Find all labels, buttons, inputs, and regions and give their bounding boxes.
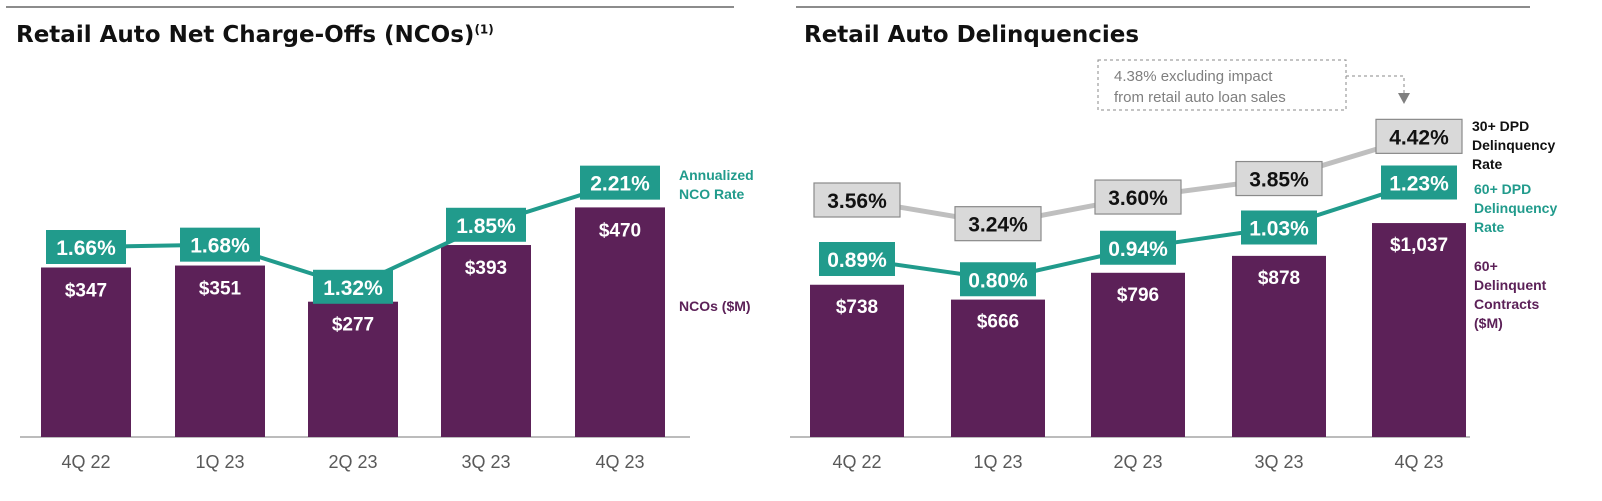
- delinquency-chart-title: Retail Auto Delinquencies: [804, 22, 1140, 48]
- legend-bars-label: 60+: [1474, 258, 1498, 274]
- top-rule: [796, 6, 1530, 8]
- dpd60-rate-label: 0.89%: [827, 249, 887, 272]
- down-arrow-icon: [1398, 93, 1410, 104]
- nco-rate-label: 1.68%: [190, 235, 250, 258]
- dpd60-rate-box: [1100, 230, 1176, 265]
- nco-chart-title: Retail Auto Net Charge-Offs (NCOs)(1): [16, 22, 494, 48]
- nco-rate-label: 1.66%: [56, 237, 116, 260]
- nco-rate-box: [446, 207, 526, 242]
- legend-rate-label: Annualized: [679, 167, 754, 183]
- x-tick-label: 4Q 23: [1394, 452, 1443, 472]
- nco-chart: $347 4Q 22 $351 1Q 23 $277 2Q 23 $393 3Q 23 $470…: [20, 165, 754, 472]
- dpd30-rate-label: 3.56%: [827, 190, 887, 213]
- annotation-box: [1097, 59, 1347, 111]
- delinquent-bar: [1232, 255, 1326, 437]
- dpd60-rate-box: [1381, 165, 1457, 200]
- x-tick-label: 2Q 23: [328, 452, 377, 472]
- top-rule: [6, 6, 734, 8]
- delinquent-bar: [951, 299, 1045, 437]
- nco-bar-label: $470: [599, 220, 641, 241]
- nco-bar-label: $393: [465, 258, 507, 279]
- dpd60-rate-box: [819, 242, 895, 276]
- x-tick-label: 1Q 23: [195, 452, 244, 472]
- nco-rate-box: [313, 269, 393, 304]
- nco-rate-label: 1.85%: [456, 215, 516, 238]
- nco-rate-box: [580, 165, 660, 200]
- delinquent-bar: [1372, 223, 1466, 437]
- legend-dpd30-label: 30+ DPD: [1472, 118, 1529, 134]
- legend-dpd60-label: 60+ DPD: [1474, 181, 1531, 197]
- dpd30-rate-box: [1375, 118, 1463, 154]
- dpd30-rate-box: [954, 206, 1042, 242]
- legend-dpd30-label: Delinquency: [1472, 137, 1555, 153]
- dpd30-rate-box: [813, 182, 901, 218]
- legend-dpd60-label: Delinquency: [1474, 200, 1557, 216]
- delinquent-bar-label: $878: [1258, 268, 1300, 289]
- dpd60-rate-label: 0.94%: [1108, 238, 1168, 261]
- nco-bar: [575, 207, 665, 437]
- dpd30-rate-label: 3.24%: [968, 214, 1028, 237]
- x-tick-label: 4Q 22: [61, 452, 110, 472]
- dpd60-rate-label: 0.80%: [968, 269, 1028, 292]
- dpd30-rate-box: [1235, 160, 1323, 197]
- nco-rate-label: 2.21%: [590, 173, 650, 196]
- nco-bar: [41, 267, 131, 437]
- dpd30-rate-label: 3.60%: [1108, 187, 1168, 210]
- x-tick-label: 2Q 23: [1113, 452, 1162, 472]
- dpd30-rate-label: 4.42%: [1389, 126, 1449, 149]
- nco-bar-label: $277: [332, 315, 374, 336]
- nco-rate-box: [46, 230, 126, 264]
- dpd60-rate-label: 1.03%: [1249, 218, 1309, 241]
- delinquency-chart: $738 4Q 22 $666 1Q 23 $796 2Q 23 $878 3Q 23 $1,0…: [790, 59, 1557, 472]
- delinquency-panel: Retail Auto Delinquencies $738 4Q 22 $666 1…: [790, 0, 1602, 501]
- delinquent-bar: [1091, 272, 1185, 437]
- delinquent-bar-label: $666: [977, 312, 1019, 333]
- dpd60-rate-box: [1241, 210, 1317, 245]
- annotation-text: from retail auto loan sales: [1114, 89, 1286, 106]
- legend-bars-label: Delinquent: [1474, 277, 1547, 293]
- x-tick-label: 1Q 23: [973, 452, 1022, 472]
- x-tick-label: 4Q 22: [832, 452, 881, 472]
- delinquent-bar-label: $738: [836, 297, 878, 318]
- nco-bar-label: $351: [199, 279, 242, 300]
- dpd60-rate-box: [960, 262, 1036, 297]
- delinquent-bar: [810, 284, 904, 437]
- annotation-connector: [1346, 75, 1405, 94]
- delinquent-bar-label: $796: [1117, 285, 1159, 306]
- x-tick-label: 4Q 23: [595, 452, 644, 472]
- nco-bar: [175, 265, 265, 437]
- annotation-text: 4.38% excluding impact: [1114, 68, 1273, 85]
- legend-rate-label: NCO Rate: [679, 186, 745, 202]
- dpd60-rate-label: 1.23%: [1389, 173, 1449, 196]
- nco-bar: [441, 245, 531, 437]
- x-tick-label: 3Q 23: [1254, 452, 1303, 472]
- nco-panel: Retail Auto Net Charge-Offs (NCOs)(1) $3…: [0, 0, 760, 501]
- legend-bars-label: Contracts: [1474, 296, 1540, 312]
- nco-rate-label: 1.32%: [323, 277, 383, 300]
- x-tick-label: 3Q 23: [461, 452, 510, 472]
- dpd30-rate-box: [1094, 179, 1182, 215]
- nco-bar: [308, 301, 398, 437]
- legend-bars-label: ($M): [1474, 315, 1503, 331]
- delinquent-bar-label: $1,037: [1390, 235, 1448, 256]
- legend-dpd60-label: Rate: [1474, 219, 1505, 235]
- dpd30-rate-label: 3.85%: [1249, 169, 1309, 192]
- footnote-marker: (1): [474, 22, 494, 37]
- nco-bar-label: $347: [65, 280, 107, 301]
- legend-dpd30-label: Rate: [1472, 156, 1503, 172]
- nco-rate-box: [180, 227, 260, 262]
- nco-title-text: Retail Auto Net Charge-Offs (NCOs): [16, 22, 475, 48]
- legend-bars-label: NCOs ($M): [679, 298, 751, 314]
